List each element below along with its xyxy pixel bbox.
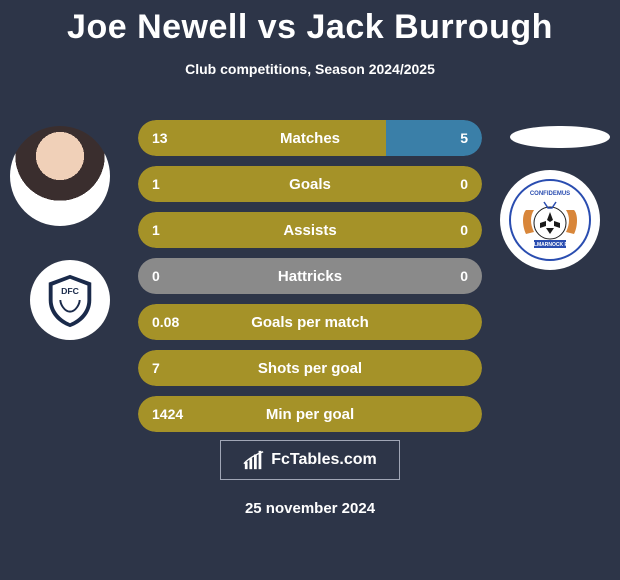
footer-date: 25 november 2024 [0, 500, 620, 517]
bar-value-right: 0 [460, 212, 468, 248]
svg-text:KILMARNOCK FC: KILMARNOCK FC [529, 242, 572, 248]
svg-text:DFC: DFC [61, 286, 80, 296]
bar-value-right: 0 [460, 258, 468, 294]
comparison-bar-row: Goals per match0.08 [138, 304, 482, 340]
bar-value-left: 1 [152, 166, 160, 202]
comparison-bar-row: Goals1 0 [138, 166, 482, 202]
bar-label: Min per goal [138, 396, 482, 432]
comparison-bar-row: Min per goal1424 [138, 396, 482, 432]
bar-value-left: 1424 [152, 396, 183, 432]
page-subtitle: Club competitions, Season 2024/2025 [0, 61, 620, 77]
bar-label: Goals per match [138, 304, 482, 340]
bar-value-right: 5 [460, 120, 468, 156]
player-right-avatar [510, 126, 610, 148]
club-right-badge: CONFIDEMUS KILMARNOCK FC [500, 170, 600, 270]
page-title: Joe Newell vs Jack Burrough [0, 0, 620, 47]
shield-icon: DFC [41, 271, 99, 329]
bar-label: Shots per goal [138, 350, 482, 386]
comparison-bar-row: Matches13 5 [138, 120, 482, 156]
player-left-avatar [10, 126, 110, 226]
club-crest-icon: CONFIDEMUS KILMARNOCK FC [508, 178, 592, 262]
comparison-bars: Matches135Goals10Assists10Hattricks00Goa… [138, 120, 482, 442]
comparison-bar-row: Shots per goal7 [138, 350, 482, 386]
bar-value-left: 1 [152, 212, 160, 248]
bar-label: Hattricks [138, 258, 482, 294]
bar-chart-icon [243, 449, 265, 471]
svg-text:CONFIDEMUS: CONFIDEMUS [530, 191, 570, 197]
comparison-bar-row: Hattricks0 0 [138, 258, 482, 294]
bar-value-left: 0.08 [152, 304, 179, 340]
site-name: FcTables.com [271, 451, 377, 469]
bar-value-right: 0 [460, 166, 468, 202]
bar-value-left: 13 [152, 120, 168, 156]
bar-label: Matches [138, 120, 482, 156]
site-logo: FcTables.com [220, 440, 400, 480]
comparison-bar-row: Assists1 0 [138, 212, 482, 248]
club-left-badge: DFC [30, 260, 110, 340]
bar-value-left: 7 [152, 350, 160, 386]
bar-value-left: 0 [152, 258, 160, 294]
bar-label: Goals [138, 166, 482, 202]
bar-label: Assists [138, 212, 482, 248]
